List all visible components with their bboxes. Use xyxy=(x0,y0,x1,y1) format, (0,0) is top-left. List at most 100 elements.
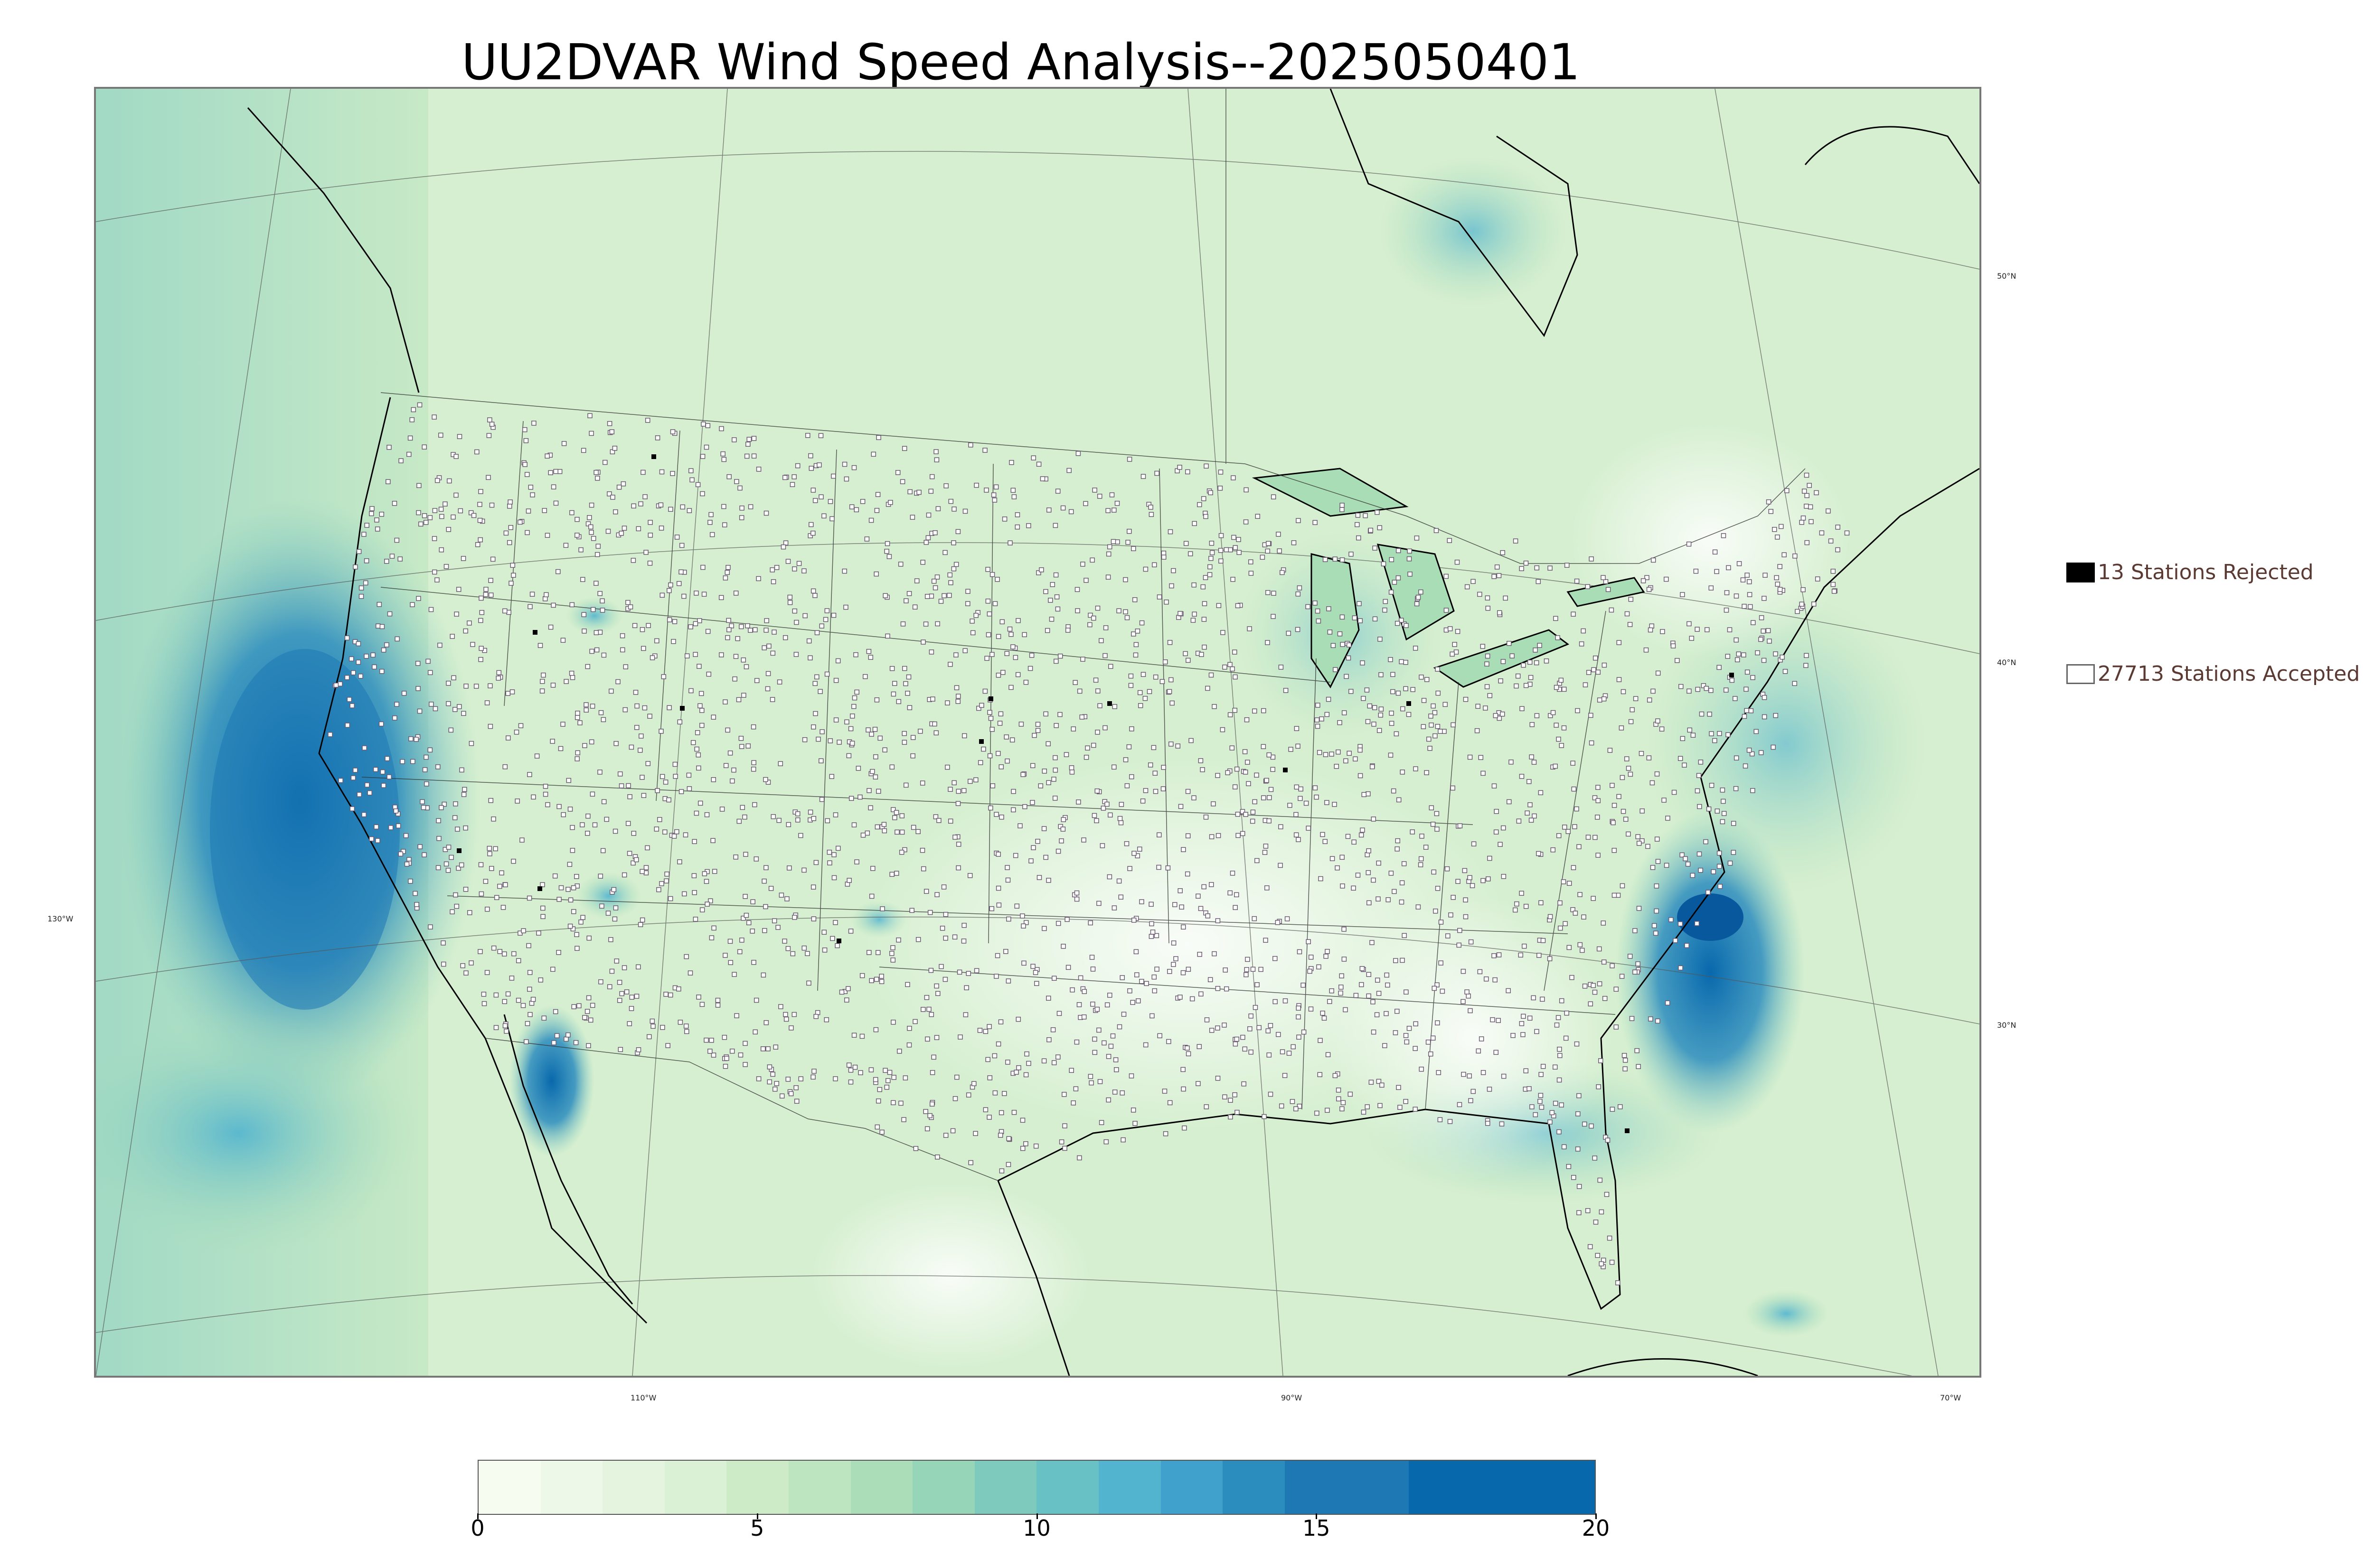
accepted-station-marker xyxy=(1252,799,1257,805)
accepted-station-marker xyxy=(563,543,569,548)
accepted-station-marker xyxy=(681,593,687,599)
accepted-station-marker xyxy=(1357,747,1363,753)
accepted-station-marker xyxy=(688,970,693,976)
accepted-station-marker xyxy=(1403,659,1408,665)
accepted-station-marker xyxy=(1518,952,1524,958)
accepted-station-marker xyxy=(1143,788,1149,793)
accepted-station-marker xyxy=(1315,723,1320,729)
accepted-station-marker xyxy=(1272,999,1278,1005)
accepted-station-marker xyxy=(964,985,969,990)
accepted-station-marker xyxy=(590,791,595,797)
accepted-station-marker xyxy=(928,488,934,494)
accepted-station-marker xyxy=(818,689,823,694)
accepted-station-marker xyxy=(1784,488,1790,493)
accepted-station-marker xyxy=(516,997,521,1003)
accepted-station-marker xyxy=(1538,900,1544,905)
accepted-station-marker xyxy=(726,618,731,623)
accepted-station-marker xyxy=(667,705,672,711)
accepted-station-marker xyxy=(528,485,534,490)
accepted-station-marker xyxy=(1720,819,1725,825)
accepted-station-marker xyxy=(328,732,333,737)
accepted-station-marker xyxy=(1004,651,1010,656)
accepted-station-marker xyxy=(1294,784,1300,790)
accepted-station-marker xyxy=(1077,1155,1082,1161)
accepted-station-marker xyxy=(1315,608,1320,614)
accepted-station-marker xyxy=(1314,717,1320,723)
accepted-station-marker xyxy=(612,916,618,922)
accepted-station-marker xyxy=(1646,755,1652,761)
accepted-station-marker xyxy=(1774,575,1779,581)
accepted-station-marker xyxy=(1497,715,1502,721)
accepted-station-marker xyxy=(1814,490,1819,496)
accepted-station-marker xyxy=(506,735,511,741)
accepted-station-marker xyxy=(1678,965,1683,971)
accepted-station-marker xyxy=(1183,651,1188,657)
accepted-station-marker xyxy=(550,683,556,688)
accepted-station-marker xyxy=(1106,551,1112,557)
accepted-station-marker xyxy=(1043,711,1048,717)
accepted-station-marker xyxy=(1609,1259,1615,1265)
accepted-station-marker xyxy=(1323,752,1328,757)
accepted-station-marker xyxy=(898,1100,904,1106)
accepted-station-marker xyxy=(1792,681,1798,686)
accepted-station-marker xyxy=(839,989,845,995)
accepted-station-marker xyxy=(518,723,524,728)
accepted-station-marker xyxy=(692,890,697,895)
map-panel[interactable] xyxy=(94,87,1981,1378)
accepted-station-marker xyxy=(1351,885,1356,891)
accepted-station-marker xyxy=(996,852,1001,857)
accepted-station-marker xyxy=(1244,972,1249,977)
accepted-station-marker xyxy=(1200,767,1205,772)
accepted-station-marker xyxy=(1053,767,1058,773)
accepted-station-marker xyxy=(1043,854,1048,860)
accepted-station-marker xyxy=(913,1146,919,1151)
accepted-station-marker xyxy=(801,945,807,951)
accepted-station-marker xyxy=(1528,817,1534,823)
lat-label-30n: 30°N xyxy=(1997,1021,2016,1030)
accepted-station-marker xyxy=(806,980,811,986)
accepted-station-marker xyxy=(1129,1073,1134,1079)
accepted-station-marker xyxy=(1460,968,1466,974)
wind-speed-map[interactable] xyxy=(96,89,1979,1376)
accepted-station-marker xyxy=(364,782,370,788)
accepted-station-marker xyxy=(1271,591,1276,596)
accepted-station-marker xyxy=(1498,842,1503,847)
accepted-station-marker xyxy=(1105,574,1111,580)
accepted-station-marker xyxy=(696,995,701,1000)
accepted-station-marker xyxy=(1175,743,1181,749)
accepted-station-marker xyxy=(734,1013,739,1018)
rockies-gust-2 xyxy=(575,872,642,920)
accepted-station-marker xyxy=(1485,1121,1490,1126)
accepted-station-marker xyxy=(1536,953,1542,958)
accepted-station-marker xyxy=(384,559,389,564)
accepted-station-marker xyxy=(636,1047,641,1052)
accepted-station-marker xyxy=(931,1054,936,1060)
accepted-station-marker xyxy=(1312,520,1318,525)
accepted-station-marker xyxy=(833,920,838,925)
accepted-station-marker xyxy=(1550,710,1556,715)
accepted-station-marker xyxy=(956,789,961,794)
accepted-station-marker xyxy=(1181,847,1186,852)
accepted-station-marker xyxy=(1750,675,1755,680)
accepted-station-marker xyxy=(723,1063,728,1069)
accepted-station-marker xyxy=(436,818,441,824)
accepted-station-marker xyxy=(1432,710,1438,715)
accepted-station-marker xyxy=(827,849,832,855)
accepted-station-marker xyxy=(422,852,427,857)
accepted-station-marker xyxy=(748,504,754,509)
accepted-station-marker xyxy=(733,654,739,659)
accepted-station-marker xyxy=(1645,844,1650,849)
accepted-station-marker xyxy=(633,690,639,695)
accepted-station-marker xyxy=(1008,540,1013,545)
accepted-station-marker xyxy=(1243,519,1249,525)
accepted-station-marker xyxy=(597,770,603,775)
accepted-station-marker xyxy=(1085,745,1090,751)
accepted-station-marker xyxy=(929,1101,935,1107)
accepted-station-marker xyxy=(1514,901,1519,907)
accepted-station-marker xyxy=(463,684,469,689)
accepted-station-marker xyxy=(1062,1145,1067,1151)
accepted-station-marker xyxy=(392,501,397,506)
accepted-station-marker xyxy=(952,835,958,840)
accepted-station-marker xyxy=(740,805,745,810)
accepted-station-marker xyxy=(659,881,664,886)
